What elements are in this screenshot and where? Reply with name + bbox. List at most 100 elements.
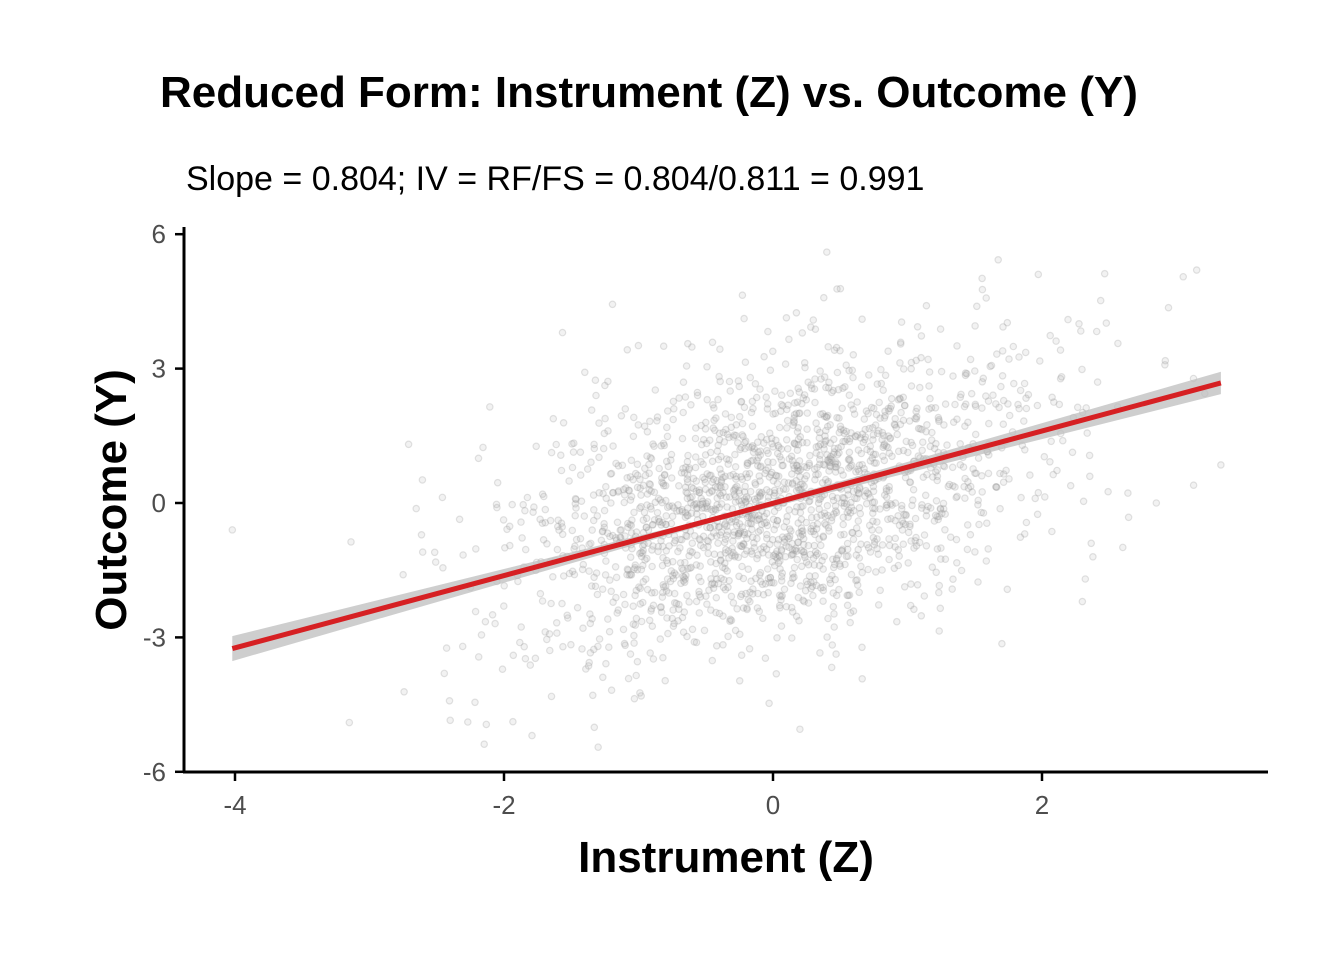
scatter-point <box>770 579 778 587</box>
scatter-point <box>526 661 535 669</box>
scatter-point <box>814 470 822 479</box>
scatter-point <box>707 574 715 583</box>
scatter-point <box>666 456 675 464</box>
scatter-point <box>800 548 808 556</box>
scatter-point <box>809 521 817 530</box>
scatter-point <box>730 490 739 499</box>
scatter-point <box>792 461 801 470</box>
scatter-point <box>917 332 926 340</box>
scatter-point <box>724 554 733 562</box>
scatter-point <box>878 435 886 444</box>
scatter-point <box>704 542 712 551</box>
scatter-point <box>932 496 941 505</box>
scatter-point <box>747 443 756 452</box>
scatter-point <box>949 575 957 584</box>
scatter-point <box>916 424 924 433</box>
scatter-point <box>896 340 905 348</box>
scatter-point <box>845 448 854 457</box>
scatter-point <box>714 441 723 450</box>
scatter-point <box>633 483 642 492</box>
scatter-point <box>745 469 754 478</box>
scatter-point <box>886 434 894 443</box>
scatter-point <box>827 456 836 464</box>
scatter-point <box>822 521 830 529</box>
scatter-point <box>607 686 616 695</box>
scatter-point <box>882 484 891 493</box>
scatter-point <box>683 632 691 641</box>
scatter-point <box>896 395 904 403</box>
scatter-point <box>493 478 502 487</box>
scatter-point <box>701 418 710 427</box>
scatter-point <box>870 540 879 549</box>
scatter-point <box>1031 494 1040 503</box>
scatter-point <box>769 458 777 467</box>
scatter-point <box>797 562 806 571</box>
scatter-point <box>743 459 752 467</box>
scatter-point <box>847 401 855 409</box>
scatter-point <box>846 618 855 627</box>
scatter-point <box>758 548 767 557</box>
scatter-point <box>668 557 677 566</box>
scatter-point <box>927 436 936 444</box>
scatter-point <box>648 520 657 529</box>
scatter-point <box>706 448 715 457</box>
scatter-point <box>769 515 778 524</box>
scatter-point <box>680 608 689 616</box>
scatter-point <box>708 656 717 665</box>
scatter-point <box>770 561 779 570</box>
scatter-point <box>928 473 937 481</box>
scatter-point <box>897 505 906 513</box>
scatter-point <box>768 557 777 566</box>
scatter-point <box>635 549 644 558</box>
scatter-point <box>548 572 557 581</box>
scatter-point <box>794 423 803 432</box>
scatter-point <box>676 544 684 552</box>
scatter-point <box>797 515 806 524</box>
scatter-point <box>565 477 573 485</box>
scatter-point <box>919 473 928 482</box>
scatter-point <box>738 542 746 551</box>
scatter-point <box>571 494 580 503</box>
scatter-point <box>509 717 517 726</box>
scatter-point <box>1124 513 1133 522</box>
scatter-point <box>519 500 528 509</box>
scatter-point <box>725 576 733 585</box>
scatter-point <box>731 450 739 459</box>
scatter-point <box>738 291 747 300</box>
scatter-point <box>891 414 900 423</box>
scatter-point <box>735 676 744 685</box>
scatter-point <box>717 574 725 583</box>
scatter-point <box>640 422 649 431</box>
scatter-point <box>669 404 678 413</box>
scatter-point <box>769 551 778 560</box>
scatter-point <box>734 553 743 562</box>
scatter-point <box>730 431 739 439</box>
scatter-point <box>861 492 869 501</box>
scatter-point <box>498 665 507 674</box>
scatter-point <box>780 585 789 594</box>
scatter-point <box>765 578 774 587</box>
scatter-point <box>773 479 782 488</box>
scatter-point <box>829 602 838 611</box>
scatter-point <box>911 414 919 423</box>
scatter-point <box>856 509 865 518</box>
scatter-point <box>828 513 836 522</box>
scatter-point <box>764 551 773 559</box>
scatter-point <box>685 551 693 560</box>
scatter-point <box>884 432 893 440</box>
scatter-point <box>812 524 821 533</box>
scatter-point <box>717 452 725 461</box>
scatter-point <box>982 519 991 528</box>
scatter-point <box>619 485 628 494</box>
scatter-point <box>839 471 847 479</box>
scatter-point <box>763 521 772 530</box>
scatter-point <box>793 538 802 547</box>
scatter-point <box>832 508 841 517</box>
scatter-point <box>868 504 877 513</box>
scatter-point <box>873 380 882 388</box>
scatter-point <box>667 519 676 528</box>
scatter-point <box>758 614 767 623</box>
scatter-point <box>647 588 656 597</box>
scatter-point <box>931 511 940 520</box>
scatter-point <box>706 523 714 532</box>
